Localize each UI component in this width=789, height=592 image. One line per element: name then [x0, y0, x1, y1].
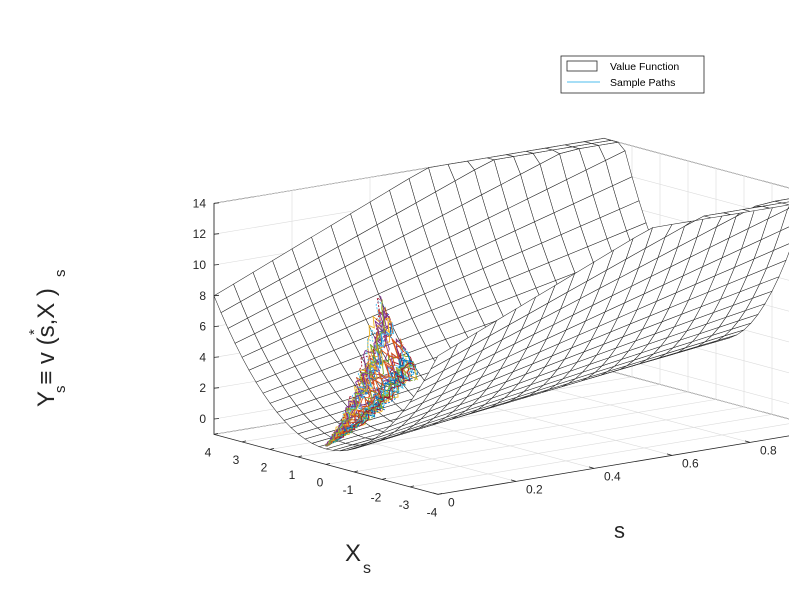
- svg-text:X: X: [345, 540, 361, 567]
- y-tick-mark: [213, 387, 220, 389]
- y-axis-label: Y ≡ v (s,X ) s * s: [26, 270, 69, 408]
- sample-path: [326, 363, 419, 447]
- y-tick-label: 12: [193, 227, 207, 241]
- svg-text:s: s: [52, 386, 69, 394]
- y-tick-label: 8: [199, 289, 206, 303]
- sample-path: [326, 322, 393, 447]
- y-tick-label: 4: [199, 350, 206, 364]
- sample-path: [326, 340, 404, 447]
- x-tick-label: -4: [427, 505, 438, 519]
- y-tick-label: 0: [199, 412, 206, 426]
- s-tick-mark: [666, 453, 673, 456]
- legend-swatch-surface: [566, 60, 598, 72]
- sample-path: [326, 317, 391, 447]
- x-tick-label: -1: [343, 483, 354, 497]
- surface-patch: [430, 343, 459, 370]
- legend-entry-sample-paths: Sample Paths: [567, 77, 675, 89]
- y-tick-mark: [213, 418, 220, 420]
- s-tick-mark: [744, 440, 751, 443]
- x-tick-label: 4: [205, 445, 212, 459]
- s-tick-label: 0.2: [526, 482, 543, 496]
- s-axis-line: [437, 435, 789, 495]
- x-tick-mark: [213, 433, 219, 435]
- y-tick-label: 6: [199, 320, 206, 334]
- x-tick-label: 2: [261, 460, 268, 474]
- sample-paths: [324, 295, 419, 447]
- svg-text:s: s: [52, 270, 69, 278]
- sample-path: [326, 350, 411, 447]
- s-tick-label: 0.8: [760, 443, 777, 457]
- s-tick-mark: [432, 492, 439, 495]
- s-axis-label: s: [614, 518, 625, 543]
- y-tick-label: 2: [199, 381, 206, 395]
- y-tick-mark: [213, 294, 220, 297]
- x-axis-label: X s: [345, 540, 371, 577]
- s-tick-mark: [588, 466, 595, 469]
- svg-text:Sample Paths: Sample Paths: [610, 77, 675, 89]
- legend: Value Function Sample Paths: [560, 55, 705, 94]
- svg-text:s: s: [363, 560, 371, 577]
- x-tick-mark: [353, 470, 359, 473]
- x-tick-label: -3: [399, 498, 410, 512]
- svg-text:Value Function: Value Function: [610, 61, 679, 73]
- x-tick-label: 1: [289, 468, 296, 482]
- s-tick-mark: [510, 479, 517, 482]
- svg-text:s: s: [614, 518, 625, 543]
- x-tick-mark: [269, 448, 275, 450]
- s-tick-label: 0.4: [604, 469, 621, 483]
- y-tick-label: 10: [193, 258, 207, 272]
- legend-entry-value-function: Value Function: [566, 60, 679, 73]
- y-tick-label: 14: [193, 196, 207, 210]
- sample-path: [326, 299, 385, 447]
- surface-patch: [213, 283, 241, 313]
- x-tick-mark: [297, 455, 303, 458]
- grid-x: [409, 423, 789, 488]
- s-tick-label: 0: [448, 495, 455, 509]
- svg-text:*: *: [26, 329, 43, 335]
- s-tick-label: 0.6: [682, 456, 699, 470]
- y-tick-mark: [213, 356, 220, 358]
- x-tick-label: 3: [233, 453, 240, 467]
- y-tick-mark: [213, 325, 220, 327]
- x-tick-mark: [325, 463, 331, 465]
- x-tick-mark: [409, 485, 415, 488]
- y-tick-mark: [213, 233, 220, 235]
- x-tick-label: 0: [317, 475, 324, 489]
- svg-text:Y ≡ v (s,X ): Y ≡ v (s,X ): [33, 288, 60, 407]
- x-tick-mark: [381, 478, 387, 480]
- x-tick-mark: [241, 440, 247, 443]
- value-function-surface: [213, 138, 789, 452]
- x-tick-label: -2: [371, 490, 382, 504]
- y-tick-mark: [213, 202, 220, 204]
- sample-path: [326, 338, 404, 447]
- y-tick-mark: [213, 264, 220, 266]
